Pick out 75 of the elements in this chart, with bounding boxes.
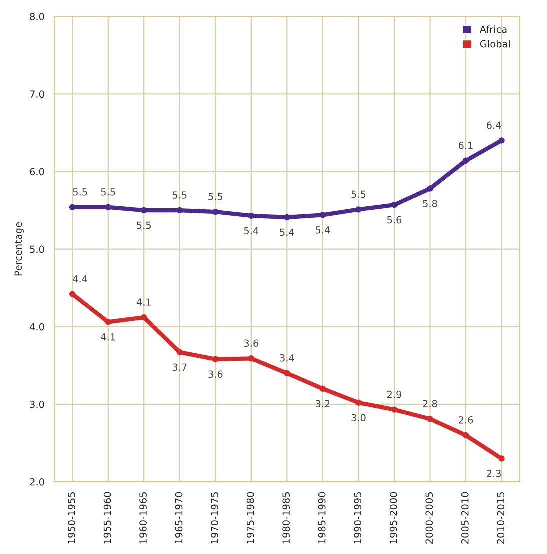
- data-label: 3.2: [316, 400, 330, 408]
- y-tick-label: 6.0: [30, 168, 44, 176]
- y-axis-title: Percentage: [14, 222, 24, 276]
- point: [69, 291, 76, 298]
- data-label: 2.8: [423, 400, 438, 408]
- point: [176, 349, 184, 356]
- point: [498, 456, 505, 462]
- point: [391, 202, 398, 208]
- point: [69, 204, 76, 211]
- x-tick-label: 1965-1970: [175, 492, 183, 544]
- point: [212, 208, 219, 216]
- point: [427, 186, 434, 192]
- point: [462, 432, 470, 439]
- point: [391, 406, 398, 413]
- data-label: 2.9: [387, 390, 402, 398]
- y-tick-label: 7.0: [30, 90, 44, 98]
- point: [105, 204, 112, 211]
- x-tick-label: 2000-2005: [426, 492, 434, 544]
- data-label: 5.5: [73, 188, 88, 196]
- data-label: 5.4: [244, 227, 259, 235]
- x-tick-label: 1950-1955: [68, 492, 76, 544]
- data-label: 5.8: [423, 200, 438, 208]
- point: [462, 158, 470, 164]
- data-label: 2.6: [458, 416, 474, 424]
- data-label: 6.1: [458, 142, 473, 150]
- y-tick-label: 5.0: [30, 246, 44, 254]
- data-label: 3.4: [280, 354, 294, 362]
- data-label: 5.6: [387, 216, 402, 224]
- point: [498, 138, 505, 144]
- point: [284, 214, 290, 221]
- point: [356, 400, 362, 406]
- data-label: 3.0: [352, 414, 366, 422]
- legend-label: Africa: [480, 26, 507, 34]
- x-tick-label: 1975-1980: [246, 492, 254, 544]
- point: [212, 356, 219, 363]
- x-tick-label: 1970-1975: [211, 492, 218, 544]
- point: [427, 416, 434, 422]
- y-tick-label: 3.0: [30, 400, 44, 408]
- point: [140, 314, 148, 321]
- data-label: 4.4: [73, 275, 88, 283]
- data-label: 5.5: [352, 190, 366, 198]
- point: [356, 206, 362, 213]
- data-label: 3.7: [172, 364, 187, 372]
- point: [284, 370, 290, 377]
- y-tick-label: 4.0: [30, 323, 44, 331]
- data-label: 6.4: [486, 122, 502, 130]
- x-tick-label: 1995-2000: [390, 492, 398, 544]
- data-label: 5.5: [172, 192, 187, 199]
- x-tick-label: 1990-1995: [354, 492, 362, 544]
- x-tick-label: 1960-1965: [140, 492, 147, 544]
- point: [248, 356, 255, 362]
- data-label: 5.5: [101, 188, 116, 196]
- point: [105, 319, 112, 326]
- point: [320, 212, 326, 218]
- y-tick-label: 8.0: [30, 13, 44, 20]
- data-label: 5.4: [316, 226, 330, 234]
- data-label: 5.5: [208, 193, 223, 200]
- legend-label: Global: [480, 40, 510, 48]
- data-label: 4.1: [101, 334, 116, 341]
- point: [248, 212, 255, 220]
- point: [176, 207, 184, 214]
- data-label: 3.6: [244, 340, 259, 348]
- data-label: 5.4: [280, 228, 294, 236]
- x-tick-label: 2005-2010: [461, 492, 469, 544]
- data-label: 2.3: [487, 470, 501, 478]
- y-tick-label: 2.0: [30, 478, 44, 486]
- point: [320, 386, 326, 392]
- point: [140, 207, 148, 214]
- data-label: 3.6: [208, 370, 223, 378]
- data-label: 4.1: [136, 298, 151, 306]
- data-label: 5.5: [137, 222, 151, 230]
- x-tick-label: 1955-1960: [104, 492, 112, 544]
- x-tick-label: 2010-2015: [497, 492, 505, 544]
- x-tick-label: 1980-1985: [282, 492, 290, 544]
- x-tick-label: 1985-1990: [318, 492, 326, 544]
